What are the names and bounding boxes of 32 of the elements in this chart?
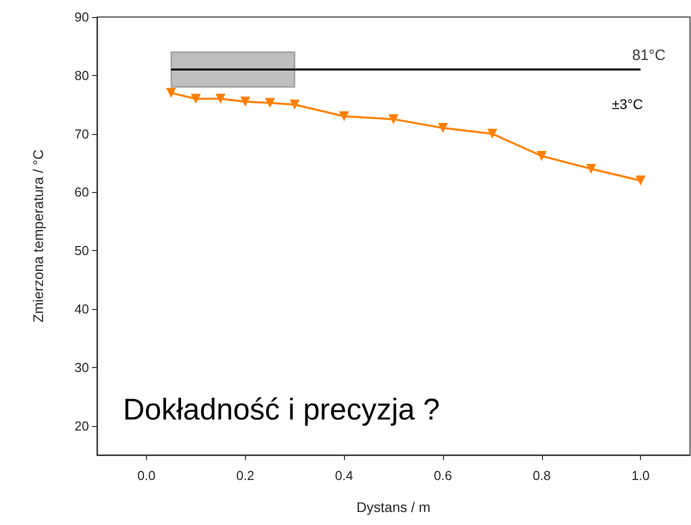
x-tick-label: 0.4 <box>335 468 354 483</box>
y-tick-label: 40 <box>74 302 89 316</box>
point <box>290 100 300 110</box>
point <box>438 122 448 133</box>
y-tick-label: 70 <box>74 126 89 142</box>
y-tick-label: 90 <box>74 10 89 24</box>
point <box>636 176 646 186</box>
x-axis-title: Dystans / m <box>356 499 430 515</box>
x-tick-label: 0.6 <box>434 468 452 483</box>
annotation: 81°C <box>632 47 666 64</box>
y-tick-label: 60 <box>74 184 89 200</box>
x-tick-label: 0.0 <box>137 468 156 483</box>
point <box>339 111 350 122</box>
point <box>240 96 250 107</box>
x-tick-label: 0.8 <box>532 468 551 483</box>
point <box>190 94 201 104</box>
y-tick-label: 80 <box>74 68 89 83</box>
y-axis-title: Zmierzona temperatura / °C <box>30 150 46 322</box>
annotation: ±3°C <box>612 96 644 112</box>
point <box>216 94 226 104</box>
point <box>536 150 547 161</box>
point <box>487 128 498 139</box>
x-tick-label: 1.0 <box>632 468 650 483</box>
point <box>586 164 596 174</box>
annotation: Dokładność i precyzja ? <box>123 394 440 426</box>
y-tick-label: 20 <box>74 418 89 434</box>
x-tick-label: 0.2 <box>236 468 254 483</box>
point <box>264 98 275 108</box>
point <box>388 114 398 124</box>
point <box>166 88 176 98</box>
y-tick-label: 50 <box>74 243 89 258</box>
y-tick-label: 30 <box>74 360 89 375</box>
